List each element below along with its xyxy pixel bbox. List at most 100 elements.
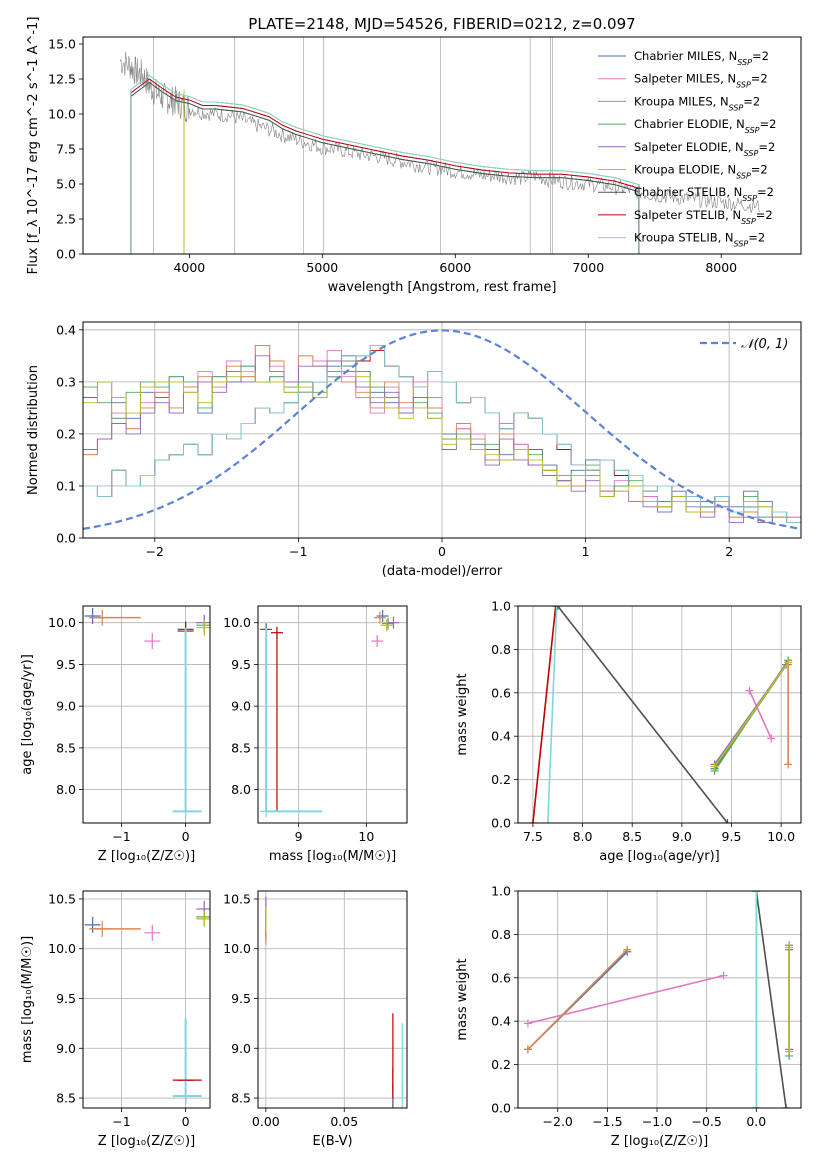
model-spectrum-chabrier-miles <box>130 81 639 193</box>
legend-label-salpeter-miles: Salpeter MILES, NSSP=2 <box>634 72 768 90</box>
x-tick-label: 2 <box>725 544 733 559</box>
y-tick-label: 0.1 <box>56 478 76 493</box>
histogram-chabrier-stelib <box>83 344 801 529</box>
x-axis-label: Z [log₁₀(Z/Z☉)] <box>611 1134 708 1149</box>
weight-vs-age-panel: 7.5 8.0 8.5 9.0 9.5 10.0 0.0 0.2 0.4 0.6 0.8 1.0 age… <box>455 599 802 864</box>
weight-marker-kroupa-elodie <box>785 943 794 952</box>
x-tick-label: −1 <box>289 544 307 559</box>
y-tick-label: 8.5 <box>231 1091 251 1106</box>
y-axis-label: age [log₁₀(age/yr)] <box>20 654 35 775</box>
x-tick-label: 6000 <box>439 260 471 275</box>
gaussian-reference-line <box>83 329 801 530</box>
y-tick-label: 8.5 <box>56 740 76 755</box>
plot-area <box>83 329 801 530</box>
y-tick-label: 8.0 <box>56 782 76 797</box>
y-tick-label: 9.0 <box>56 699 76 714</box>
x-axis-label: E(B-V) <box>312 1134 352 1149</box>
y-tick-label: 0.4 <box>56 322 76 337</box>
x-tick-label: −2 <box>146 544 164 559</box>
figure-title: PLATE=2148, MJD=54526, FIBERID=0212, z=0… <box>248 15 635 33</box>
weight-marker-salpeter-miles <box>745 686 754 695</box>
model-spectrum-kroupa-elodie <box>130 74 639 186</box>
x-tick-label: 10.0 <box>767 829 795 844</box>
plot-area <box>523 891 794 1108</box>
legend-label-kroupa-miles: Kroupa MILES, NSSP=2 <box>634 94 760 112</box>
plot-area <box>119 37 761 254</box>
plot-area <box>528 606 793 823</box>
x-tick-label: 8.5 <box>622 829 642 844</box>
y-axis-label: mass [log₁₀(M/M☉)] <box>20 936 35 1063</box>
weight-marker-chabrier-stelib <box>723 819 732 823</box>
y-tick-label: 2.5 <box>56 212 76 227</box>
weight-line-salpeter-miles <box>527 974 724 1025</box>
axes-frame <box>517 605 802 824</box>
plot-area <box>84 608 210 820</box>
y-tick-label: 9.0 <box>231 1041 251 1056</box>
y-tick-label: 10.0 <box>223 615 251 630</box>
weight-line-kroupa-miles <box>527 949 628 1050</box>
weight-marker-salpeter-miles <box>719 971 728 980</box>
x-tick-label: −1 <box>112 1114 130 1129</box>
observed-spectrum-line <box>119 51 761 214</box>
legend-label-chabrier-elodie: Chabrier ELODIE, NSSP=2 <box>634 117 776 135</box>
weight-marker-kroupa-stelib <box>552 606 561 610</box>
plot-area <box>84 900 210 1105</box>
y-axis-label: Flux [f_λ 10^-17 erg cm^-2 s^-1 A^-1] <box>26 17 41 275</box>
model-spectrum-kroupa-miles <box>130 74 639 186</box>
legend-label-chabrier-miles: Chabrier MILES, NSSP=2 <box>634 49 769 67</box>
legend-label-chabrier-stelib: Chabrier STELIB, NSSP=2 <box>634 185 774 203</box>
y-tick-label: 9.5 <box>231 991 251 1006</box>
weight-marker-kroupa-stelib <box>752 891 761 895</box>
x-tick-label: 9.0 <box>672 829 692 844</box>
legend-label-kroupa-stelib: Kroupa STELIB, NSSP=2 <box>634 231 765 249</box>
weight-vs-metallicity-panel: −2.0 −1.5 −1.0 −0.5 0.0 0.0 0.2 0.4 0.6 0.8 1.0 Z [… <box>455 884 802 1149</box>
mass-vs-ebv-panel: 0.00 0.05 8.5 9.0 9.5 10.0 10.5 E(B-V) <box>223 890 408 1149</box>
y-tick-label: 5.0 <box>56 177 76 192</box>
weight-marker-kroupa-miles <box>623 945 632 954</box>
model-spectrum-kroupa-stelib <box>130 74 639 186</box>
weight-marker-salpeter-miles <box>523 1019 532 1028</box>
axes-frame <box>257 605 408 824</box>
histogram-salpeter-miles <box>83 344 801 529</box>
x-tick-label: 10 <box>358 829 374 844</box>
spectrum-panel: 4000 5000 6000 7000 8000 0.0 2.5 5.0 7.5 10.0 12.5… <box>26 17 802 295</box>
axes-frame <box>517 890 802 1109</box>
y-axis-label: Normed distribution <box>26 365 41 495</box>
residual-histogram-panel: −2 −1 0 1 2 0.0 0.1 0.2 0.3 0.4 (data-model)/error… <box>26 321 802 579</box>
legend-label-salpeter-stelib: Salpeter STELIB, NSSP=2 <box>634 208 773 226</box>
model-spectrum-salpeter-miles <box>130 78 639 189</box>
x-tick-label: 1 <box>582 544 590 559</box>
model-spectrum-chabrier-elodie <box>130 81 639 193</box>
axes-frame <box>82 36 802 255</box>
y-tick-label: 12.5 <box>48 72 76 87</box>
weight-marker-kroupa-miles <box>523 1045 532 1054</box>
y-tick-label: 8.5 <box>231 740 251 755</box>
y-axis-label: mass weight <box>455 958 470 1040</box>
weight-line-salpeter-miles <box>748 690 772 739</box>
axes-frame <box>82 890 211 1109</box>
model-spectrum-chabrier-stelib <box>130 81 639 193</box>
histogram-kroupa-elodie <box>83 365 801 529</box>
histogram-kroupa-stelib <box>83 344 801 529</box>
x-tick-label: 0 <box>438 544 446 559</box>
x-tick-label: 0.05 <box>330 1114 358 1129</box>
legend-gaussian-label: 𝒩(0, 1) <box>741 337 788 352</box>
axes-frame <box>82 605 211 824</box>
x-tick-label: −2.0 <box>543 1114 573 1129</box>
weight-line-salpeter-stelib <box>532 606 557 823</box>
y-tick-label: 0.2 <box>491 772 511 787</box>
x-tick-label: 9 <box>295 829 303 844</box>
histogram-kroupa-miles <box>83 344 801 529</box>
weight-marker-kroupa-elodie <box>710 762 719 771</box>
model-spectrum-salpeter-elodie <box>130 78 639 189</box>
x-tick-label: 8000 <box>705 260 737 275</box>
y-tick-label: 8.0 <box>231 782 251 797</box>
x-axis-label: Z [log₁₀(Z/Z☉)] <box>98 1134 195 1149</box>
legend-label-kroupa-elodie: Kroupa ELODIE, NSSP=2 <box>634 163 768 181</box>
x-tick-label: 0.00 <box>252 1114 280 1129</box>
x-tick-label: 0 <box>182 1114 190 1129</box>
y-axis-label: mass weight <box>455 673 470 755</box>
weight-line-kroupa-stelib <box>547 606 558 823</box>
weight-marker-salpeter-stelib <box>528 819 537 823</box>
